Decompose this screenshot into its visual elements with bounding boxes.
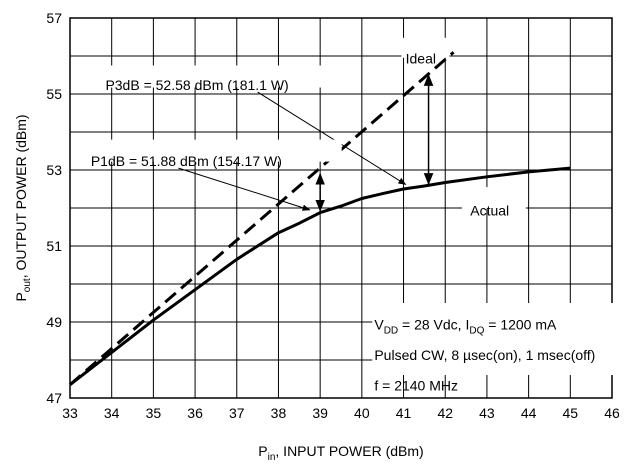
actual-series-line — [69, 166, 571, 386]
p1db-label-bg — [86, 139, 342, 162]
conditions-line-3: f = 2140 MHz — [374, 377, 458, 393]
x-axis-label: Pin, INPUT POWER (dBm) — [258, 443, 423, 463]
y-tick-label: 57 — [46, 10, 62, 26]
x-tick-label: 45 — [563, 405, 579, 421]
p3db-leader-arrow — [257, 91, 407, 185]
y-tick-label: 53 — [46, 162, 62, 178]
x-tick-label: 46 — [604, 405, 620, 421]
ideal-series-line — [69, 51, 455, 386]
conditions-line-2: Pulsed CW, 8 µsec(on), 1 msec(off) — [374, 347, 595, 363]
x-tick-label: 43 — [479, 405, 495, 421]
x-tick-label: 37 — [229, 405, 245, 421]
conditions-line-1: VDD = 28 Vdc, IDQ = 1200 mA — [374, 317, 557, 337]
x-tick-label: 35 — [146, 405, 162, 421]
y-tick-label: 51 — [46, 238, 62, 254]
x-tick-label: 44 — [521, 405, 537, 421]
y-tick-label: 55 — [46, 86, 62, 102]
y-tick-label: 47 — [46, 390, 62, 406]
p1db-annotation: P1dB = 51.88 dBm (154.17 W) — [91, 153, 282, 169]
p3db-annotation: P3dB = 52.58 dBm (181.1 W) — [105, 77, 288, 93]
x-tick-label: 39 — [312, 405, 328, 421]
ideal-label-bg — [401, 37, 450, 58]
x-tick-label: 38 — [271, 405, 287, 421]
y-tick-label: 49 — [46, 314, 62, 330]
conditions-box-bg — [372, 303, 638, 375]
x-tick-label: 41 — [396, 405, 412, 421]
x-tick-label: 42 — [437, 405, 453, 421]
annotations: Ideal Actual P3dB = 52.58 dBm (181.1 W) … — [86, 37, 638, 393]
plot-frame — [69, 17, 613, 399]
p1db-leader-arrow — [178, 167, 311, 211]
x-tick-label: 33 — [62, 405, 78, 421]
x-tick-label: 34 — [104, 405, 120, 421]
data-lines — [69, 51, 571, 386]
p3db-label-bg — [101, 65, 332, 88]
tick-labels: 33 34 35 36 37 38 39 40 41 42 43 44 45 46 47 49 51 53 55 57 — [46, 10, 620, 421]
ideal-series-label: Ideal — [406, 51, 436, 67]
x-tick-label: 40 — [354, 405, 370, 421]
x-tick-label: 36 — [187, 405, 203, 421]
y-axis-label: Pout, OUTPUT POWER (dBm) — [13, 114, 33, 301]
actual-series-label: Actual — [470, 203, 509, 219]
actual-label-bg — [461, 187, 526, 210]
